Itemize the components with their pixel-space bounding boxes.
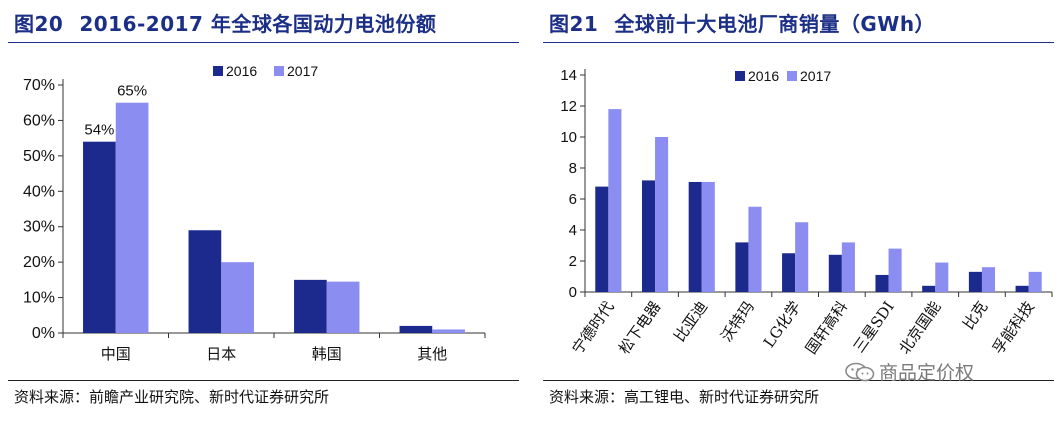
left-figure-title-text: 2016-2017 年全球各国动力电池份额: [79, 12, 437, 36]
right-chart-bar-2016: [875, 274, 889, 292]
right-chart-category-label: 国轩高科: [802, 298, 851, 357]
right-chart-legend-swatch-2017: [787, 71, 797, 81]
right-chart-bar-2017: [795, 222, 809, 292]
left-chart-bar-2016: [399, 325, 433, 333]
left-figure-panel: 图20 2016-2017 年全球各国动力电池份额 0% 10% 20% 30% 40% 5…: [0, 0, 525, 421]
left-chart-bar-2017: [221, 262, 254, 333]
left-chart-y-tick-label: 70%: [23, 77, 55, 94]
left-chart-bar-2017: [326, 281, 360, 333]
right-chart-y-tick-label: 14: [560, 67, 577, 84]
right-figure-title-text: 全球前十大电池厂商销量（GWh）: [614, 12, 936, 36]
right-chart-bar-2016: [922, 285, 936, 292]
left-chart-data-label: 54%: [84, 122, 114, 139]
right-chart-category-label: 孚能科技: [989, 298, 1038, 357]
right-chart-category-label: 比克: [959, 298, 991, 333]
right-title-rule: [543, 42, 1054, 43]
watermark: 商品定价权: [845, 358, 974, 385]
right-chart-bar-2017: [701, 181, 715, 292]
right-chart-y-tick-label: 2: [569, 253, 577, 270]
right-chart-legend-label: 2017: [800, 68, 831, 84]
right-chart-bar-2016: [1015, 285, 1029, 292]
right-source-note: 资料来源：高工锂电、新时代证券研究所: [549, 388, 820, 406]
right-chart-legend-label: 2016: [748, 68, 779, 84]
right-chart-bar-2016: [828, 254, 842, 292]
right-chart-category-label: LG化学: [760, 298, 805, 351]
right-chart-category-label: 松下电器: [615, 298, 664, 357]
right-chart-bar-2016: [782, 253, 796, 292]
right-chart-y-tick-label: 0: [569, 284, 577, 301]
right-chart-bar-2017: [1028, 271, 1042, 292]
right-chart-category-label: 三星SDI: [850, 298, 898, 356]
left-chart-bar-2016: [188, 230, 222, 333]
left-title-rule: [8, 42, 519, 43]
right-chart-bar-2017: [655, 137, 669, 292]
right-figure-number: 图21: [549, 12, 599, 36]
left-chart-legend-swatch-2017: [274, 66, 284, 76]
left-chart-data-label: 65%: [117, 83, 147, 100]
left-chart-y-tick-label: 0%: [32, 325, 55, 342]
left-chart-category-label: 其他: [417, 345, 447, 363]
right-chart-y-tick-label: 12: [560, 98, 577, 115]
left-chart-y-tick-label: 10%: [23, 290, 55, 307]
right-chart-bar-2017: [608, 109, 622, 292]
right-chart-y-tick-label: 8: [569, 160, 577, 177]
right-chart-legend-swatch-2016: [735, 71, 745, 81]
left-source-note: 资料来源：前瞻产业研究院、新时代证券研究所: [14, 388, 330, 406]
left-chart-y-tick-label: 50%: [23, 148, 55, 165]
left-chart-y-tick-label: 20%: [23, 254, 55, 271]
left-figure-title: 图20 2016-2017 年全球各国动力电池份额: [14, 8, 436, 37]
right-chart-bar-2017: [888, 248, 902, 292]
left-figure-number: 图20: [14, 12, 64, 36]
left-source-rule: [8, 380, 519, 381]
right-chart-bar-2016: [968, 271, 982, 292]
left-chart-category-label: 日本: [206, 345, 236, 363]
left-chart-bar-2017: [115, 102, 149, 333]
watermark-text: 商品定价权: [879, 362, 975, 384]
left-chart-category-label: 中国: [101, 345, 131, 363]
right-chart-y-tick-label: 4: [569, 222, 577, 239]
left-chart-y-tick-label: 60%: [23, 112, 55, 129]
left-chart-y-tick-label: 40%: [23, 183, 55, 200]
right-chart-bar-2016: [735, 242, 749, 292]
left-chart-legend-label: 2017: [287, 63, 318, 79]
left-chart-bar-2017: [432, 329, 465, 333]
right-chart-bar-2017: [935, 262, 949, 292]
right-chart-y-tick-label: 10: [560, 129, 577, 146]
right-chart-bar-2016: [641, 180, 656, 292]
right-chart-bar-2017: [748, 206, 762, 292]
wechat-icon: [845, 362, 875, 382]
right-chart-category-label: 北京国能: [895, 298, 944, 357]
right-figure-title: 图21 全球前十大电池厂商销量（GWh）: [549, 8, 935, 37]
right-figure-panel: 图21 全球前十大电池厂商销量（GWh） 0 2 4 6 8 10 12 14 宁德时代 松下电器比…: [535, 0, 1060, 421]
left-chart-legend-swatch-2016: [213, 66, 223, 76]
right-chart-bar-2016: [688, 181, 702, 292]
right-chart-bar-2016: [595, 186, 609, 292]
right-chart-bar-2017: [841, 242, 855, 292]
right-chart-category-label: 沃特玛: [717, 298, 758, 345]
left-chart-bar-2016: [83, 141, 116, 333]
left-chart-category-label: 韩国: [312, 345, 342, 363]
right-source-rule: [543, 380, 1054, 381]
left-chart-legend-label: 2016: [226, 63, 257, 79]
left-chart-bar-2016: [294, 279, 327, 333]
right-chart-y-tick-label: 6: [569, 191, 577, 208]
right-chart-category-label: 宁德时代: [568, 298, 617, 357]
left-chart-y-tick-label: 30%: [23, 219, 55, 236]
right-chart-bar-2017: [981, 267, 996, 292]
left-bar-chart: 0% 10% 20% 30% 40% 50% 60% 70% 54% 65% 中国 日本 韩国 其他 201…: [23, 63, 486, 363]
right-chart-category-label: 比亚迪: [670, 298, 711, 345]
